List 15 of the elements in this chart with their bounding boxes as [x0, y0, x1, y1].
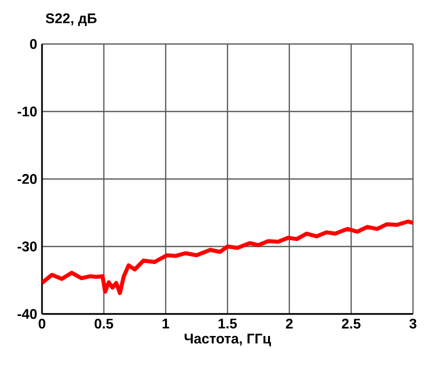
x-tick-label: 2	[286, 318, 293, 328]
x-tick-label: 0	[38, 318, 46, 329]
x-tick-label: 0.5	[94, 318, 114, 329]
x-axis-title: Частота, ГГц	[184, 334, 271, 346]
x-tick-label: 1.5	[218, 318, 237, 328]
x-tick-label: 2.5	[342, 318, 360, 329]
y-tick-label: -10	[18, 106, 37, 116]
x-tick-label: 1	[162, 318, 170, 328]
y-tick-label: 0	[30, 39, 37, 49]
line-series	[42, 220, 413, 296]
y-tick-label: -40	[18, 309, 37, 319]
y-tick-label: -30	[18, 242, 37, 252]
x-tick-label: 3	[409, 318, 416, 329]
y-tick-label: -20	[18, 174, 37, 184]
y-axis-title: S22, дБ	[46, 13, 97, 26]
